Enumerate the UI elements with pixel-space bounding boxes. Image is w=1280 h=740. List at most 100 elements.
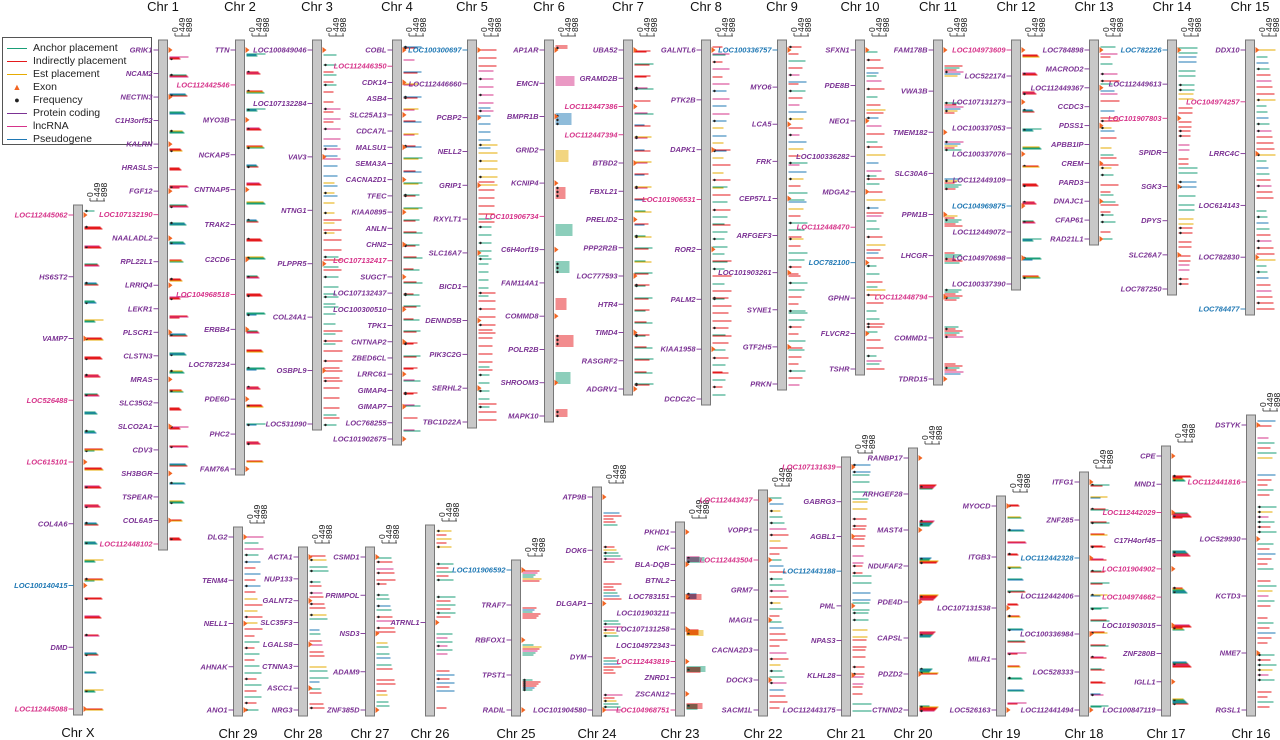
gene-label-cobl: COBL bbox=[365, 46, 387, 55]
exon-marker bbox=[1089, 707, 1094, 713]
frequency-dot bbox=[770, 669, 773, 673]
frequency-dot bbox=[789, 117, 792, 121]
exon-marker bbox=[918, 599, 923, 605]
gene-label-gabrg3: GABRG3 bbox=[803, 497, 836, 506]
scale-label: 0 bbox=[789, 27, 799, 32]
scale-label: 0 bbox=[404, 27, 414, 32]
scale-label: 898 bbox=[649, 18, 659, 32]
frequency-dot bbox=[920, 561, 923, 565]
frequency-dot bbox=[770, 509, 773, 513]
exon-marker bbox=[168, 517, 173, 524]
gene-label-npas3: NPAS3 bbox=[811, 636, 836, 645]
frequency-dot bbox=[853, 571, 856, 575]
gene-label-loc528333: LOC528333 bbox=[1033, 668, 1075, 677]
frequency-dot bbox=[523, 688, 526, 692]
gene-label-loc101907803: LOC101907803 bbox=[1108, 114, 1162, 123]
gene-label-loc784477: LOC784477 bbox=[1199, 305, 1241, 314]
gene-label-cep57l1: CEP57L1 bbox=[739, 194, 772, 203]
exon-marker bbox=[554, 113, 559, 120]
exon-marker bbox=[402, 209, 407, 216]
frequency-dot bbox=[789, 73, 792, 77]
gene-label-erbb4: ERBB4 bbox=[204, 325, 230, 334]
chromosome-bar bbox=[511, 559, 521, 717]
scale-label: 449 bbox=[611, 465, 621, 479]
frequency-dot bbox=[377, 560, 380, 564]
exon-marker bbox=[918, 671, 923, 677]
gene-label-dennd5b: DENND5B bbox=[425, 316, 462, 325]
gene-label-pde8b: PDE8B bbox=[824, 81, 850, 90]
exon-marker bbox=[685, 626, 690, 633]
gene-label-plscr1: PLSCR1 bbox=[123, 328, 153, 337]
gene-label-itgb3: ITGB3 bbox=[968, 553, 991, 562]
gene-label-chn2: CHN2 bbox=[366, 240, 387, 249]
frequency-dot bbox=[604, 551, 607, 555]
gene-label-dym: DYM bbox=[570, 652, 587, 661]
frequency-dot bbox=[713, 385, 716, 389]
exon-marker bbox=[402, 338, 407, 345]
gene-label-mapk10: MAPK10 bbox=[508, 412, 539, 421]
scale-label: 449 bbox=[252, 505, 262, 519]
scale-label: 449 bbox=[1264, 18, 1274, 32]
gene-label-gphn: GPHN bbox=[828, 294, 850, 303]
frequency-dot bbox=[556, 410, 559, 414]
chromosome-bar bbox=[158, 39, 168, 551]
gene-label-loc100337076: LOC100337076 bbox=[952, 150, 1006, 159]
frequency-dot bbox=[635, 136, 638, 140]
exon-marker bbox=[1177, 115, 1182, 122]
frequency-dot bbox=[945, 187, 948, 191]
gene-label-fam114a1: FAM114A1 bbox=[501, 278, 538, 287]
frequency-dot bbox=[789, 281, 792, 285]
gene-label-loc107132437: LOC107132437 bbox=[333, 289, 387, 298]
gene-label-dnajc1: DNAJC1 bbox=[1053, 197, 1083, 206]
gene-label-ddx10: DDX10 bbox=[1215, 46, 1240, 55]
exon-marker bbox=[943, 129, 948, 136]
frequency-dot bbox=[479, 405, 482, 409]
gene-label-loc107132190: LOC107132190 bbox=[99, 210, 153, 219]
gene-label-pik3c2g: PIK3C2G bbox=[429, 350, 461, 359]
gene-label-lhcgr: LHCGR bbox=[901, 251, 928, 260]
exon-marker bbox=[83, 706, 88, 712]
chromosome-label: Chr 24 bbox=[577, 726, 616, 740]
frequency-dot bbox=[170, 481, 173, 485]
chromosome-bar bbox=[467, 39, 477, 429]
chromosome-label: Chr 16 bbox=[1231, 726, 1270, 740]
scale-label: 898 bbox=[1037, 18, 1047, 32]
gene-label-loc100337390: LOC100337390 bbox=[952, 280, 1006, 289]
frequency-dot bbox=[310, 569, 313, 573]
scale-label: 449 bbox=[952, 18, 962, 32]
exon-marker bbox=[851, 672, 856, 679]
exon-marker bbox=[168, 282, 173, 289]
frequency-dot bbox=[770, 533, 773, 537]
gene-label-zscan12: ZSCAN12 bbox=[634, 689, 670, 698]
gene-label-kiaa1958: KIAA1958 bbox=[660, 345, 696, 354]
gene-label-rasgrf2: RASGRF2 bbox=[582, 356, 619, 365]
scale-label: 0 bbox=[247, 27, 257, 32]
frequency-dot bbox=[770, 681, 773, 685]
gene-label-clstn3: CLSTN3 bbox=[123, 351, 153, 360]
exon-marker bbox=[554, 379, 559, 386]
frequency-dot bbox=[713, 356, 716, 360]
frequency-dot bbox=[479, 323, 482, 327]
scale-label: 449 bbox=[384, 525, 394, 539]
scale-label: 0 bbox=[85, 192, 95, 197]
chromosome-bar bbox=[73, 204, 83, 716]
gene-label-cdv3: CDV3 bbox=[132, 445, 153, 454]
frequency-dot bbox=[1008, 676, 1011, 680]
chromosome-chr-18: Chr 180449898ITFG1ZNF285LOC112442328LOC1… bbox=[1020, 450, 1115, 740]
exon-marker bbox=[308, 597, 313, 604]
frequency-dot bbox=[853, 470, 856, 474]
frequency-dot bbox=[170, 369, 173, 373]
chromosome-chr-1: Chr 10449898GRIK1NCAM2NECTIN3C1H3orf52KA… bbox=[99, 0, 194, 551]
gene-label-naaladl2: NAALADL2 bbox=[112, 234, 153, 243]
scale-label: 0 bbox=[324, 27, 334, 32]
gene-label-sugct: SUGCT bbox=[360, 272, 388, 281]
gene-label-arhgef28: ARHGEF28 bbox=[861, 490, 903, 499]
gene-label-galnt2: GALNT2 bbox=[263, 596, 294, 605]
gene-label-loc112447394: LOC112447394 bbox=[565, 130, 619, 139]
frequency-dot bbox=[324, 423, 327, 427]
chromosome-label: Chr 10 bbox=[840, 0, 879, 14]
exon-marker bbox=[375, 630, 380, 637]
gene-label-loc112449109: LOC112449109 bbox=[953, 176, 1007, 185]
scale-label: 0 bbox=[687, 509, 697, 514]
